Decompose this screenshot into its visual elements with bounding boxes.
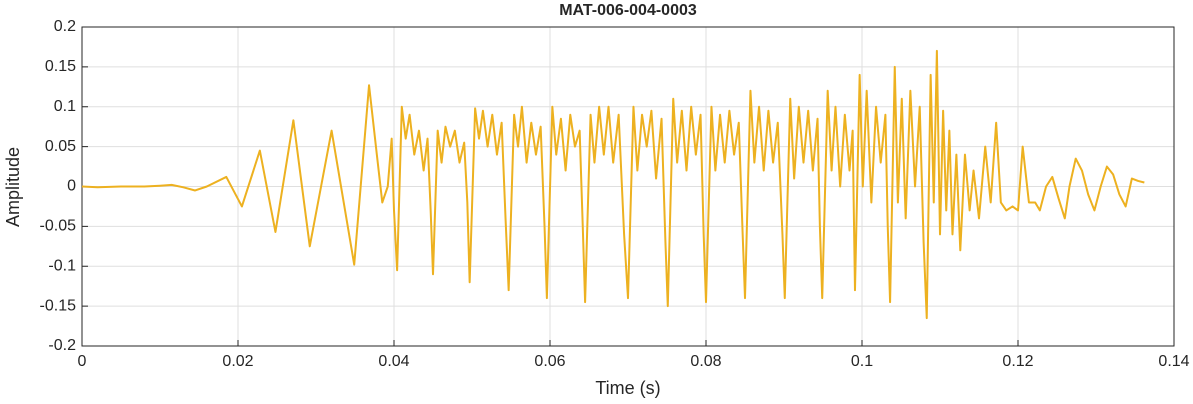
y-tick-label: 0.05: [45, 138, 76, 155]
y-tick-label: -0.15: [40, 297, 77, 314]
chart-title: MAT-006-004-0003: [559, 2, 697, 19]
y-tick-label: 0: [67, 178, 76, 195]
x-tick-label: 0.14: [1158, 353, 1189, 370]
y-tick-label: -0.05: [40, 218, 77, 235]
waveform-line: [81, 49, 1145, 320]
y-tick-label: 0.2: [54, 18, 76, 35]
x-tick-label: 0.04: [378, 353, 409, 370]
x-tick-label: 0.12: [1002, 353, 1033, 370]
x-tick-label: 0.06: [534, 353, 565, 370]
x-tick-label: 0.02: [222, 353, 253, 370]
y-axis-label: Amplitude: [3, 147, 23, 227]
x-axis-label: Time (s): [595, 378, 660, 398]
x-tick-label: 0: [78, 353, 87, 370]
x-tick-label: 0.08: [690, 353, 721, 370]
x-tick-label: 0.1: [851, 353, 873, 370]
y-tick-label: -0.1: [48, 257, 76, 274]
y-tick-label: 0.1: [54, 98, 76, 115]
y-tick-label: 0.15: [45, 58, 76, 75]
y-tick-label: -0.2: [48, 337, 76, 354]
